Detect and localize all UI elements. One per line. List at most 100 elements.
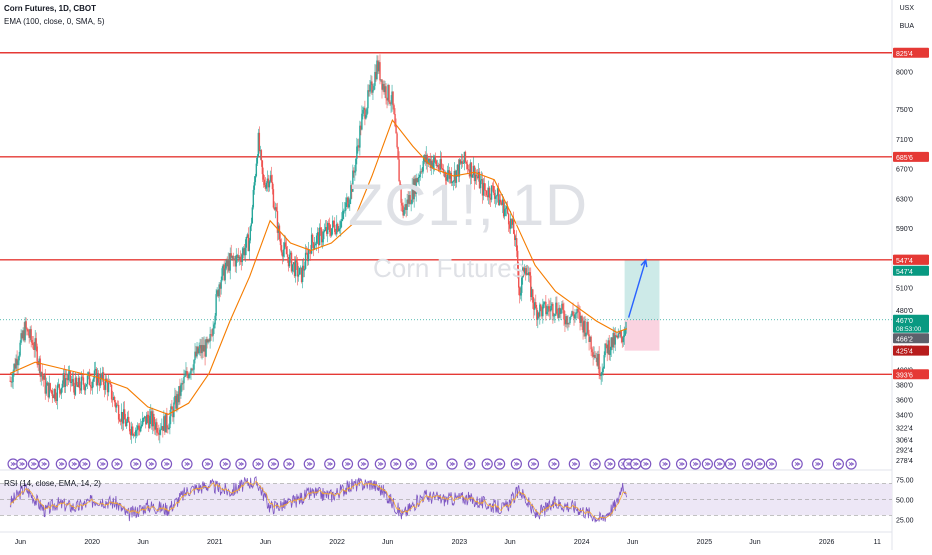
candle-body — [433, 156, 435, 163]
candle-body — [474, 174, 477, 182]
candle-body — [594, 354, 596, 358]
candle-body — [21, 333, 23, 339]
candle-body — [518, 269, 520, 288]
candle-body — [238, 256, 240, 259]
candle-body — [201, 345, 203, 354]
currency-code[interactable]: USX — [899, 5, 914, 12]
candle-body — [96, 373, 99, 386]
time-axis-tick: 11 — [874, 539, 881, 546]
candle-body — [111, 399, 114, 401]
chart-title[interactable]: Corn Futures, 1D, CBOT — [4, 4, 97, 13]
candle-body — [370, 81, 372, 85]
candle-body — [195, 351, 197, 357]
time-axis-tick: Jun — [504, 539, 515, 546]
projection-arrow[interactable] — [627, 259, 647, 318]
candle-body — [272, 189, 275, 208]
candle-body — [486, 195, 489, 198]
candle-body — [382, 83, 384, 90]
candle-body — [412, 185, 414, 200]
candle-body — [470, 162, 473, 178]
candle-body — [505, 206, 508, 209]
price-badge-label: 467'0 — [896, 318, 913, 325]
rsi-line[interactable] — [9, 476, 627, 523]
candle-body — [72, 379, 75, 387]
ema-legend[interactable]: EMA (100, close, 0, SMA, 5) — [4, 17, 105, 26]
candle-body — [245, 236, 247, 248]
candle-body — [581, 315, 583, 322]
candle-body — [157, 432, 159, 434]
candle-body — [577, 309, 579, 312]
level-badge[interactable] — [893, 151, 929, 162]
candle-body — [213, 324, 215, 329]
candle-body — [154, 424, 156, 430]
level-badge[interactable] — [893, 47, 929, 58]
candle-body — [115, 404, 118, 408]
candle-body — [177, 394, 179, 403]
price-axis-tick: 800'0 — [896, 70, 913, 77]
candle-body — [204, 345, 206, 357]
candle-body — [336, 223, 338, 235]
candle-body — [608, 340, 610, 355]
candle-body — [102, 372, 105, 386]
candle-body — [283, 242, 286, 250]
price-badge[interactable] — [893, 333, 929, 344]
candle-body — [397, 147, 399, 160]
candle-body — [284, 242, 287, 247]
rsi-legend[interactable]: RSI (14, close, EMA, 14, 2) — [4, 479, 101, 488]
candle-body — [549, 308, 551, 312]
target-zone[interactable] — [624, 259, 660, 320]
candle-body — [127, 416, 130, 423]
price-badge[interactable] — [893, 254, 929, 265]
candle-body — [248, 240, 251, 252]
candle-body — [209, 334, 211, 342]
candle-body — [523, 267, 525, 274]
level-badge[interactable] — [893, 369, 929, 380]
candle-body — [444, 171, 447, 178]
candle-body — [579, 312, 581, 323]
candle-body — [180, 384, 182, 396]
candle-body — [267, 178, 270, 188]
candle-body — [355, 158, 357, 172]
candle-body — [584, 320, 586, 337]
price-axis-tick: 322'4 — [896, 425, 913, 432]
candle-body — [340, 221, 342, 229]
candle-body — [325, 227, 327, 230]
currency-unit[interactable]: BUA — [899, 23, 914, 30]
candle-body — [483, 183, 486, 191]
candle-body — [425, 154, 427, 163]
candle-body — [291, 264, 294, 272]
candle-body — [353, 170, 355, 173]
ema-line[interactable] — [9, 119, 628, 415]
price-badge[interactable] — [893, 345, 929, 356]
candle-body — [539, 304, 541, 317]
candle-body — [20, 333, 22, 343]
candle-body — [337, 223, 339, 232]
candle-body — [241, 254, 243, 263]
stop-zone[interactable] — [624, 319, 660, 351]
candle-body — [456, 164, 459, 171]
candle-body — [568, 322, 570, 324]
price-badge[interactable] — [893, 314, 929, 333]
candle-body — [422, 161, 424, 172]
candle-body — [469, 162, 472, 177]
candle-body — [428, 158, 430, 162]
time-axis-tick: Jun — [15, 539, 26, 546]
candle-body — [440, 159, 443, 169]
price-badge[interactable] — [893, 265, 929, 276]
candle-body — [624, 328, 626, 336]
candle-body — [61, 383, 64, 388]
candle-body — [208, 339, 210, 342]
candle-body — [365, 115, 367, 119]
candle-body — [542, 304, 544, 317]
time-axis-tick: 2026 — [819, 539, 835, 546]
candle-body — [317, 232, 320, 246]
candle-body — [616, 335, 618, 338]
candle-body — [109, 382, 112, 385]
candle-body — [60, 387, 63, 394]
candle-body — [13, 363, 15, 373]
candle-body — [258, 132, 261, 152]
candle-body — [83, 384, 86, 391]
candle-body — [80, 376, 83, 391]
